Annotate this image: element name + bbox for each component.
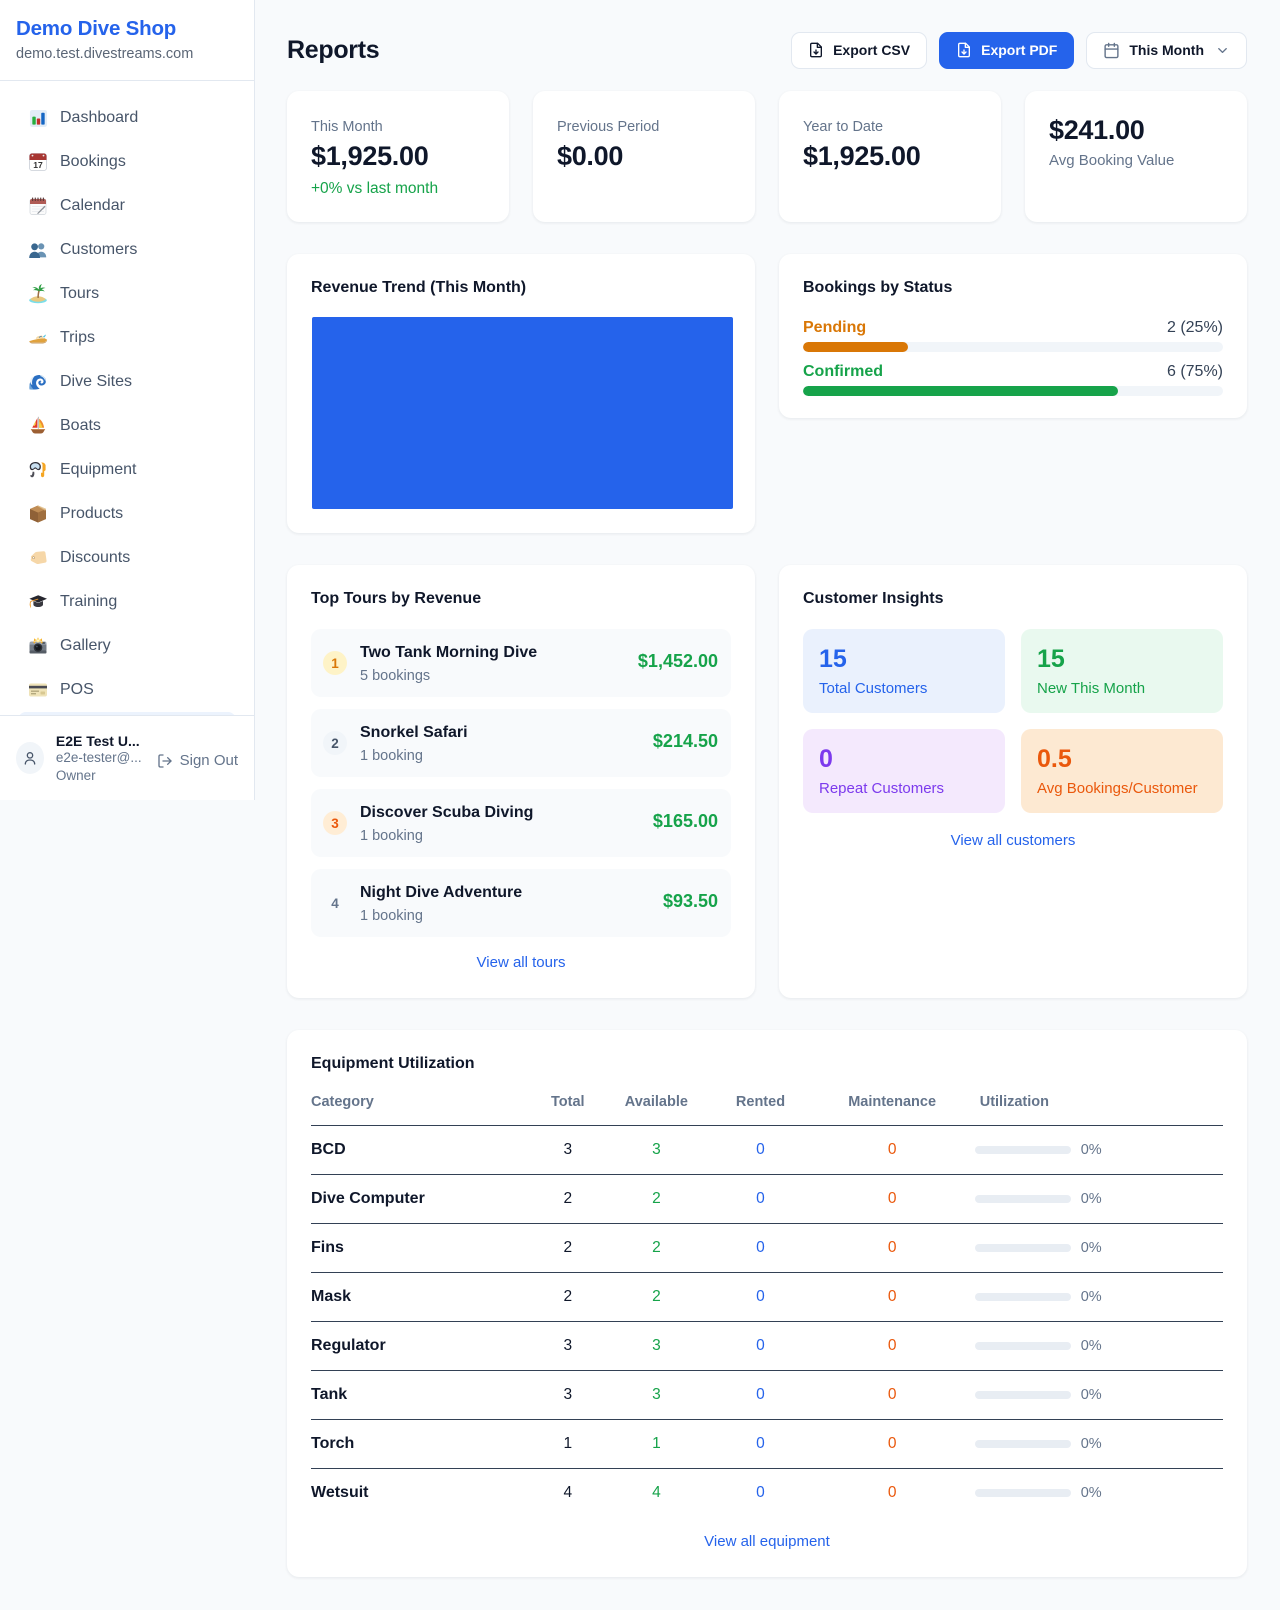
svg-text:17: 17 [33, 160, 43, 170]
